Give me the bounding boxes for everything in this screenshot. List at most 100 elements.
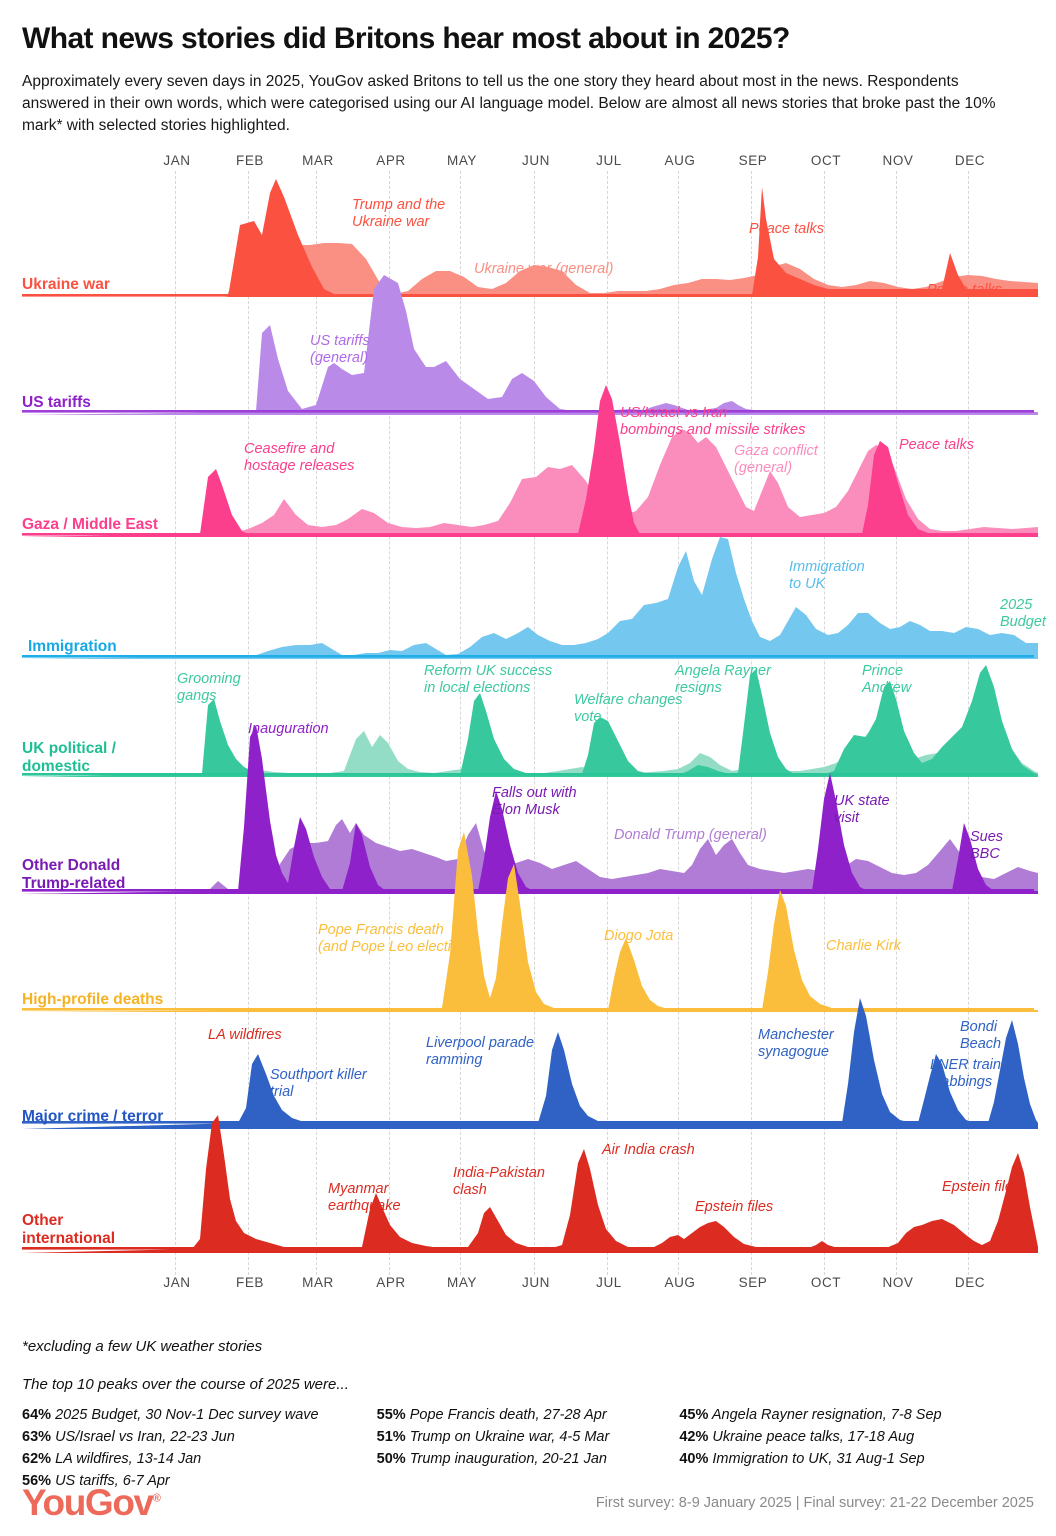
annotation-welfare-changes-vote: Welfare changes vote — [574, 692, 683, 725]
annotation-reform-uk-success: Reform UK success in local elections — [424, 663, 553, 696]
series-immigration — [22, 537, 1038, 659]
band-label-major-crime-terror: Major crime / terror — [22, 1107, 164, 1125]
annotation-peace-talks-dec: Peace talks — [927, 282, 1002, 298]
baseline-trump — [22, 889, 1034, 892]
series-uk-political-dark — [22, 665, 1038, 777]
band-high-profile-deaths: High-profile deaths Pope Francis death (… — [22, 832, 1038, 1012]
band-other-international: Other international Myanmar earthquake I… — [22, 1115, 1038, 1253]
series-trump-general — [22, 819, 1038, 894]
top10-text: Immigration to UK, 31 Aug-1 Sep — [712, 1451, 925, 1468]
baseline-deaths — [22, 1008, 1034, 1011]
annotation-donald-trump-general: Donald Trump (general) — [614, 827, 767, 843]
band-label-ukraine-war: Ukraine war — [22, 275, 110, 293]
top10-pct: 40% — [679, 1451, 709, 1468]
month-label-may: MAY — [446, 153, 478, 168]
annotation-grooming-gangs: Grooming gangs — [177, 671, 241, 704]
band-other-trump-related: Other Donald Trump-related Falls out wit… — [22, 725, 1038, 894]
top10-pct: 50% — [376, 1451, 406, 1468]
band-us-tariffs: US tariffs US tariffs (general) — [22, 275, 1038, 415]
other-international-plot — [22, 1115, 1038, 1253]
annotation-bondi-beach: Bondi Beach — [960, 1019, 1002, 1052]
annotation-2025-budget: 2025 Budget — [1000, 597, 1046, 630]
annotation-immigration-to-uk: Immigration to UK — [789, 559, 865, 592]
month-label-aug: AUG — [664, 153, 696, 168]
series-ukraine-trump — [214, 179, 1038, 297]
annotation-peace-talks-aug: Peace talks — [749, 221, 824, 237]
top10-pct: 62% — [22, 1451, 52, 1468]
month-label-bottom-dec: DEC — [954, 1275, 986, 1290]
month-axis-top: JAN FEB MAR APR MAY JUN JUL AUG SEP OCT … — [22, 153, 1034, 171]
annotation-prince-andrew: Prince Andrew — [862, 663, 912, 696]
month-label-feb: FEB — [235, 153, 265, 168]
top10-text: US tariffs, 6-7 Apr — [55, 1473, 170, 1490]
annotation-uk-state-visit: UK state visit — [834, 793, 890, 826]
month-label-bottom-jan: JAN — [163, 1275, 191, 1290]
series-us-tariffs-general — [22, 275, 1038, 415]
month-label-bottom-mar: MAR — [302, 1275, 334, 1290]
annotation-gaza-conflict-general: Gaza conflict (general) — [734, 443, 818, 476]
annotation-epstein-files-aug: Epstein files — [695, 1199, 774, 1215]
band-label-other-trump-related: Other Donald Trump-related — [22, 857, 126, 892]
crime-plot — [22, 998, 1038, 1129]
annotation-ukraine-war-general: Ukraine war (general) — [474, 261, 614, 277]
month-label-bottom-may: MAY — [446, 1275, 478, 1290]
top10-intro: The top 10 peaks over the course of 2025… — [22, 1376, 349, 1393]
band-label-uk-political-domestic: UK political / domestic — [22, 740, 116, 775]
annotation-la-wildfires: LA wildfires — [208, 1027, 282, 1043]
annotation-india-pakistan-clash: India-Pakistan clash — [453, 1165, 545, 1198]
top10-pct: 51% — [376, 1429, 406, 1446]
annotation-us-israel-iran: US/Israel vs Iran bombings and missile s… — [620, 405, 806, 438]
series-major-crime-terror — [22, 998, 1038, 1129]
baseline-ukraine-war — [22, 294, 1034, 297]
top10-item: 55% Pope Francis death, 27-28 Apr — [377, 1404, 680, 1426]
top10-item: 64% 2025 Budget, 30 Nov-1 Dec survey wav… — [22, 1404, 377, 1426]
top10-item: 40% Immigration to UK, 31 Aug-1 Sep — [679, 1448, 1034, 1470]
annotation-southport-killer-trial: Southport killer trial — [270, 1067, 367, 1100]
band-label-high-profile-deaths: High-profile deaths — [22, 990, 164, 1008]
top10-text: Ukraine peace talks, 17-18 Aug — [712, 1429, 915, 1446]
annotation-charlie-kirk: Charlie Kirk — [826, 938, 901, 954]
month-label-dec: DEC — [954, 153, 986, 168]
top10-text: US/Israel vs Iran, 22-23 Jun — [55, 1429, 235, 1446]
annotation-trump-ukraine-war: Trump and the Ukraine war — [352, 197, 446, 230]
top10-peaks-list: 64% 2025 Budget, 30 Nov-1 Dec survey wav… — [22, 1404, 1034, 1492]
band-label-gaza-middle-east: Gaza / Middle East — [22, 515, 159, 533]
chart-area: JAN FEB MAR APR MAY JUN JUL AUG SEP OCT … — [22, 153, 1046, 1293]
top10-item: 42% Ukraine peace talks, 17-18 Aug — [679, 1426, 1034, 1448]
top10-item: 63% US/Israel vs Iran, 22-23 Jun — [22, 1426, 377, 1448]
top10-text: Pope Francis death, 27-28 Apr — [409, 1407, 607, 1423]
top10-pct: 42% — [679, 1429, 709, 1446]
month-label-nov: NOV — [882, 153, 914, 168]
series-ukraine-general — [200, 243, 1038, 297]
page-title: What news stories did Britons hear most … — [22, 22, 790, 55]
annotation-sues-bbc: Sues BBC — [970, 829, 1004, 862]
top10-pct: 64% — [22, 1407, 52, 1423]
us-tariffs-plot — [22, 275, 1038, 415]
deaths-plot — [22, 832, 1038, 1012]
band-label-immigration: Immigration — [28, 637, 117, 655]
month-label-bottom-nov: NOV — [882, 1275, 914, 1290]
top10-item: 56% US tariffs, 6-7 Apr — [22, 1470, 377, 1492]
month-label-bottom-jul: JUL — [596, 1275, 622, 1290]
month-label-jan: JAN — [163, 153, 191, 168]
annotation-epstein-files-dec: Epstein files — [942, 1179, 1021, 1195]
registered-mark-icon: ® — [152, 1492, 161, 1505]
uk-political-plot — [22, 665, 1038, 777]
top10-item: 45% Angela Rayner resignation, 7-8 Sep — [679, 1404, 1034, 1426]
annotation-diogo-jota: Diogo Jota — [604, 928, 674, 944]
annotation-ceasefire-hostage: Ceasefire and hostage releases — [244, 441, 355, 474]
annotation-inauguration: Inauguration — [248, 721, 329, 737]
top10-pct: 63% — [22, 1429, 52, 1446]
annotation-pope-francis-death: Pope Francis death (and Pope Leo electio… — [318, 922, 472, 955]
annotation-falls-out-with-elon-musk: Falls out with Elon Musk — [492, 785, 577, 818]
top10-pct: 55% — [376, 1407, 406, 1423]
top10-pct: 56% — [22, 1473, 52, 1490]
top10-text: Angela Rayner resignation, 7-8 Sep — [711, 1407, 942, 1423]
trump-plot — [22, 725, 1038, 894]
month-label-oct: OCT — [810, 153, 842, 168]
band-label-us-tariffs: US tariffs — [22, 393, 91, 411]
month-label-mar: MAR — [302, 153, 334, 168]
annotation-myanmar-earthquake: Myanmar earthquake — [328, 1181, 401, 1214]
month-label-bottom-jun: JUN — [521, 1275, 551, 1290]
